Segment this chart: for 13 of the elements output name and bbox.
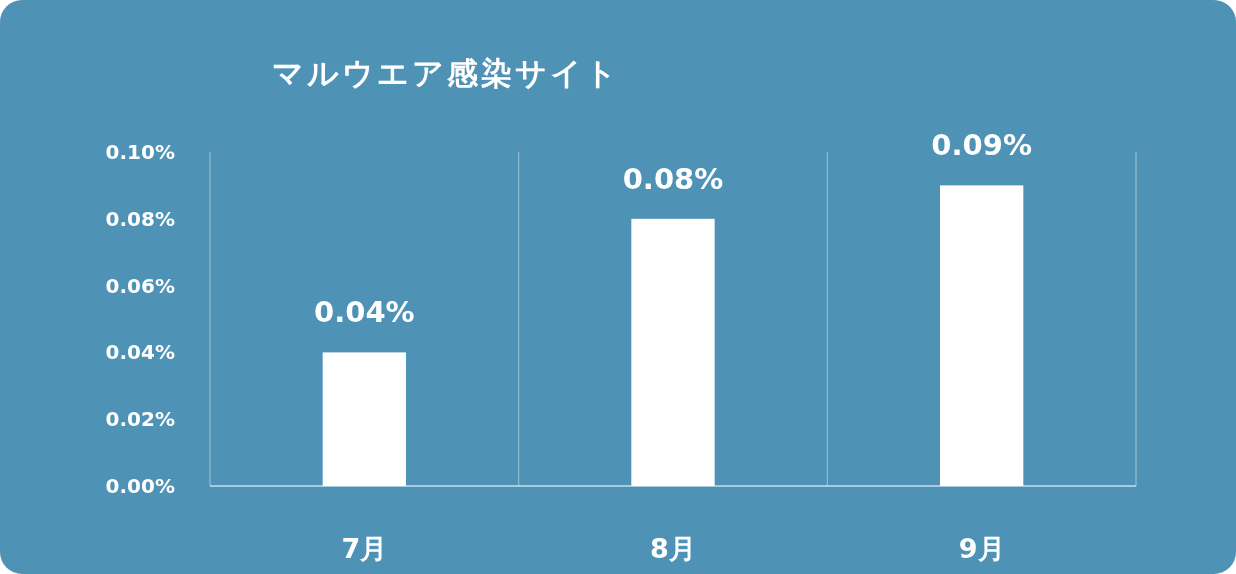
data-label: 0.04%	[314, 295, 415, 330]
x-tick-label: 7月	[341, 533, 388, 564]
y-tick-label: 0.00%	[105, 474, 175, 498]
x-tick-label: 9月	[958, 533, 1005, 564]
y-tick-label: 0.06%	[105, 273, 175, 298]
data-label: 0.09%	[931, 128, 1032, 163]
x-tick-label: 8月	[650, 533, 696, 564]
title: マルウエア感染サイト	[272, 55, 620, 91]
y-tick-label: 0.02%	[105, 407, 175, 432]
y-tick-label: 0.04%	[105, 340, 175, 365]
y-tick-label: 0.10%	[105, 140, 175, 164]
y-tick-label: 0.08%	[105, 206, 175, 231]
data-label: 0.08%	[622, 161, 724, 196]
